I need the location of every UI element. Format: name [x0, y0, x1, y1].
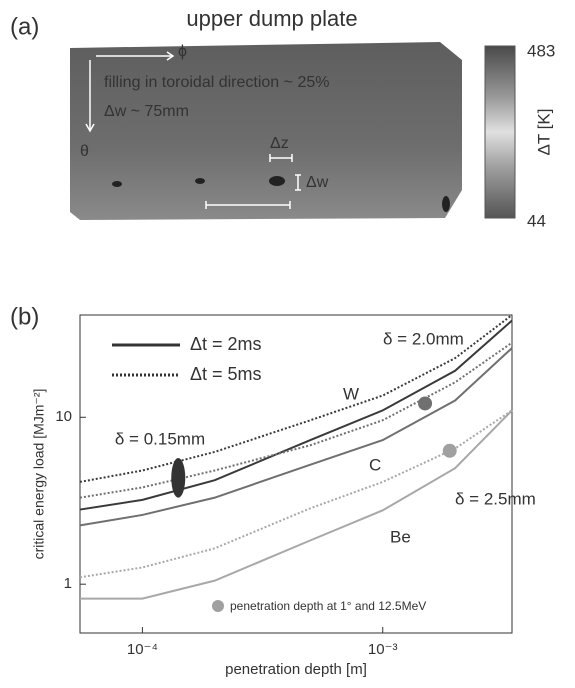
colorbar-max: 483	[527, 41, 555, 60]
x-tick-label: 10⁻³	[368, 641, 398, 658]
legend-label: Δt = 5ms	[190, 364, 262, 384]
plot-frame	[80, 315, 512, 633]
annotation: Δw	[306, 174, 329, 191]
annotation: Δw ~ 75mm	[104, 103, 189, 120]
y-tick-label: 1	[64, 575, 72, 592]
curve-annotation: Be	[390, 527, 411, 546]
panel-title: upper dump plate	[186, 6, 357, 31]
depth-marker	[443, 444, 457, 458]
panel-label: (b)	[10, 303, 39, 330]
legend-label: Δt = 2ms	[190, 334, 262, 354]
curve-annotation: δ = 2.5mm	[455, 489, 536, 508]
annotation: ϕ	[178, 43, 187, 60]
marker-legend-dot	[212, 600, 224, 612]
y-tick-label: 10	[55, 408, 72, 425]
panel-label: (a)	[10, 13, 39, 40]
curve-annotation: δ = 2.0mm	[383, 329, 464, 348]
annotation: filling in toroidal direction ~ 25%	[104, 74, 329, 91]
colorbar	[485, 46, 515, 218]
annotation: θ	[80, 143, 89, 160]
curve-annotation: W	[343, 384, 359, 403]
curve-annotation: C	[369, 455, 381, 474]
annotation: Δz	[270, 135, 289, 152]
data-line	[80, 343, 512, 498]
depth-marker	[418, 396, 432, 410]
curve-annotation: δ = 0.15mm	[115, 429, 205, 448]
colorbar-min: 44	[527, 211, 546, 230]
colorbar-label: ΔT [K]	[534, 109, 553, 156]
data-line	[80, 321, 512, 510]
plate-image	[70, 42, 462, 220]
x-tick-label: 10⁻⁴	[127, 641, 158, 658]
marker-legend-label: penetration depth at 1° and 12.5MeV	[230, 599, 426, 613]
depth-ellipse	[171, 458, 185, 498]
x-axis-label: penetration depth [m]	[225, 661, 367, 678]
y-axis-label: critical energy load [MJm⁻²]	[31, 389, 47, 560]
figure: (a) upper dump plate filling in toroidal…	[0, 0, 575, 688]
